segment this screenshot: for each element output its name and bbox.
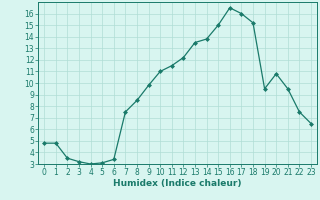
X-axis label: Humidex (Indice chaleur): Humidex (Indice chaleur)	[113, 179, 242, 188]
